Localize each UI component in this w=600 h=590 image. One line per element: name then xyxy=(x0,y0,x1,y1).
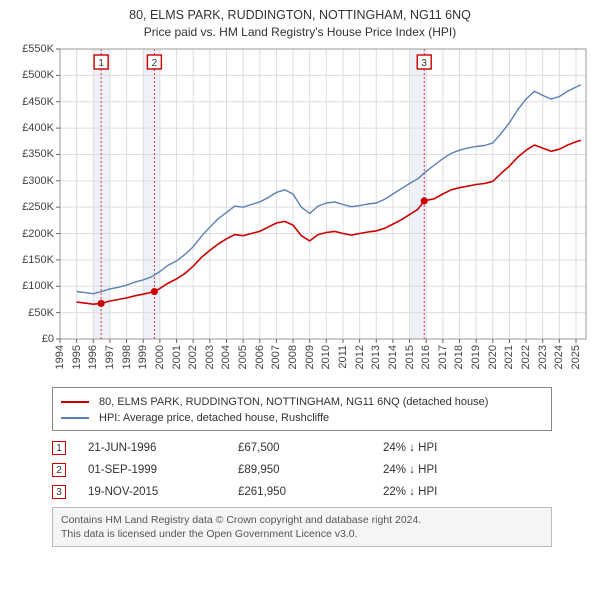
event-marker-box: 2 xyxy=(52,463,66,477)
legend-box: 80, ELMS PARK, RUDDINGTON, NOTTINGHAM, N… xyxy=(52,387,552,431)
x-tick-label: 2025 xyxy=(570,345,582,369)
event-marker-box: 1 xyxy=(52,441,66,455)
x-tick-label: 2011 xyxy=(337,345,349,369)
x-tick-label: 2000 xyxy=(154,345,166,369)
x-tick-label: 2017 xyxy=(437,345,449,369)
event-price: £89,950 xyxy=(238,464,383,476)
event-date: 21-JUN-1996 xyxy=(88,442,238,454)
x-tick-label: 2002 xyxy=(187,345,199,369)
x-tick-label: 1996 xyxy=(87,345,99,369)
x-tick-label: 2018 xyxy=(453,345,465,369)
legend-label: 80, ELMS PARK, RUDDINGTON, NOTTINGHAM, N… xyxy=(99,396,488,408)
legend-swatch xyxy=(61,401,89,403)
chart-container: £0£50K£100K£150K£200K£250K£300K£350K£400… xyxy=(10,45,590,381)
x-tick-label: 2004 xyxy=(220,345,232,369)
x-tick-label: 2001 xyxy=(171,345,183,369)
event-row: 1 21-JUN-1996£67,50024% ↓ HPI xyxy=(52,437,552,459)
page: 80, ELMS PARK, RUDDINGTON, NOTTINGHAM, N… xyxy=(0,0,600,590)
events-table: 1 21-JUN-1996£67,50024% ↓ HPI 2 01-SEP-1999… xyxy=(52,437,552,503)
footer-line-2: This data is licensed under the Open Gov… xyxy=(61,527,543,541)
event-price: £67,500 xyxy=(238,442,383,454)
event-date: 01-SEP-1999 xyxy=(88,464,238,476)
x-tick-label: 2022 xyxy=(520,345,532,369)
x-tick-label: 2020 xyxy=(487,345,499,369)
x-tick-label: 2014 xyxy=(387,345,399,369)
x-tick-label: 2008 xyxy=(287,345,299,369)
x-tick-label: 2023 xyxy=(537,345,549,369)
x-tick-label: 2003 xyxy=(204,345,216,369)
event-marker-box: 3 xyxy=(52,485,66,499)
x-tick-label: 1995 xyxy=(71,345,83,369)
legend-item: HPI: Average price, detached house, Rush… xyxy=(61,410,543,426)
chart-titles: 80, ELMS PARK, RUDDINGTON, NOTTINGHAM, N… xyxy=(10,8,590,39)
event-row: 3 19-NOV-2015£261,95022% ↓ HPI xyxy=(52,481,552,503)
legend-item: 80, ELMS PARK, RUDDINGTON, NOTTINGHAM, N… xyxy=(61,394,543,410)
x-tick-label: 1994 xyxy=(54,345,66,369)
x-axis-labels: 1994 1995 1996 1997 1998 1999 2000 2001 2002 2003… xyxy=(10,45,590,381)
x-tick-label: 1999 xyxy=(137,345,149,369)
x-tick-label: 2021 xyxy=(503,345,515,369)
event-price: £261,950 xyxy=(238,486,383,498)
footer-line-1: Contains HM Land Registry data © Crown c… xyxy=(61,513,543,527)
event-row: 2 01-SEP-1999£89,95024% ↓ HPI xyxy=(52,459,552,481)
x-tick-label: 2019 xyxy=(470,345,482,369)
footer-attribution: Contains HM Land Registry data © Crown c… xyxy=(52,507,552,547)
x-tick-label: 2024 xyxy=(553,345,565,369)
x-tick-label: 2007 xyxy=(270,345,282,369)
event-delta: 24% ↓ HPI xyxy=(383,442,437,454)
x-tick-label: 2013 xyxy=(370,345,382,369)
x-tick-label: 2012 xyxy=(354,345,366,369)
legend-label: HPI: Average price, detached house, Rush… xyxy=(99,412,329,424)
x-tick-label: 2010 xyxy=(320,345,332,369)
x-tick-label: 2006 xyxy=(254,345,266,369)
legend-swatch xyxy=(61,417,89,419)
x-tick-label: 1998 xyxy=(121,345,133,369)
event-delta: 22% ↓ HPI xyxy=(383,486,437,498)
x-tick-label: 1997 xyxy=(104,345,116,369)
event-date: 19-NOV-2015 xyxy=(88,486,238,498)
chart-subtitle: Price paid vs. HM Land Registry's House … xyxy=(10,25,590,39)
x-tick-label: 2009 xyxy=(304,345,316,369)
x-tick-label: 2005 xyxy=(237,345,249,369)
event-delta: 24% ↓ HPI xyxy=(383,464,437,476)
x-tick-label: 2016 xyxy=(420,345,432,369)
chart-title-address: 80, ELMS PARK, RUDDINGTON, NOTTINGHAM, N… xyxy=(10,8,590,22)
x-tick-label: 2015 xyxy=(404,345,416,369)
